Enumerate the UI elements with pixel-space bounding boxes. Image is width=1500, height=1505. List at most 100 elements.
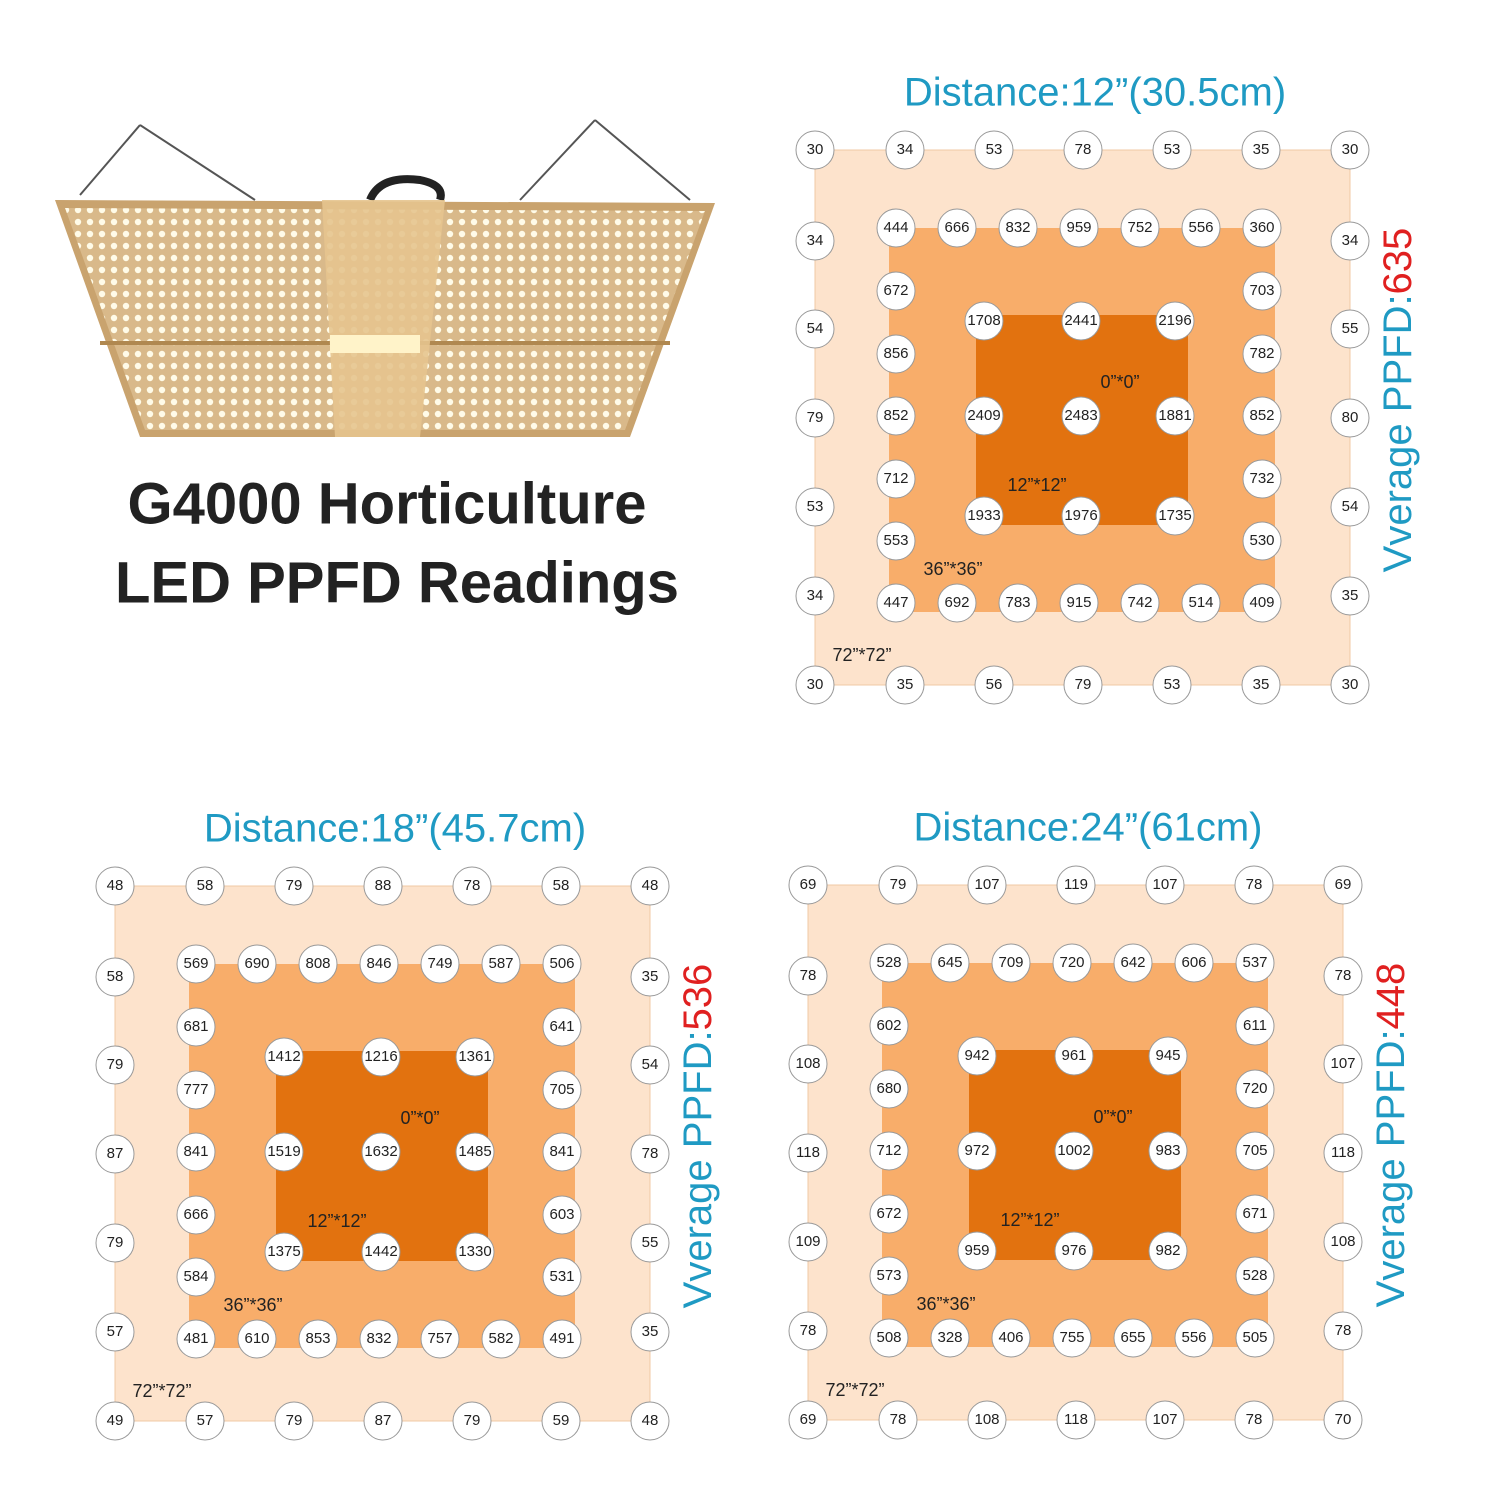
reading: 35 xyxy=(642,1323,659,1340)
reading-circle xyxy=(359,944,399,984)
reading: 79 xyxy=(286,877,303,894)
reading-circle xyxy=(176,1132,216,1172)
reading: 508 xyxy=(876,1329,901,1346)
reading-circle xyxy=(1052,943,1092,983)
average-value: 448 xyxy=(1369,963,1413,1030)
reading: 87 xyxy=(107,1145,124,1162)
reading: 34 xyxy=(807,232,824,249)
reading-circle xyxy=(264,1037,304,1077)
zone-label: 0”*0” xyxy=(1093,1107,1132,1127)
reading-circle xyxy=(237,944,277,984)
reading-circle xyxy=(630,1223,670,1263)
reading-circle xyxy=(1323,1400,1363,1440)
reading-circle xyxy=(1063,665,1103,705)
reading: 78 xyxy=(1335,967,1352,984)
reading-circle xyxy=(1323,1044,1363,1084)
reading-circle xyxy=(869,943,909,983)
reading: 78 xyxy=(800,967,817,984)
reading: 1412 xyxy=(267,1048,300,1065)
reading: 35 xyxy=(642,968,659,985)
reading-circle xyxy=(885,665,925,705)
reading-circle xyxy=(630,957,670,997)
distance-title: Distance:24”(61cm) xyxy=(913,806,1262,850)
reading: 610 xyxy=(244,1330,269,1347)
reading: 2483 xyxy=(1064,407,1097,424)
reading: 79 xyxy=(1075,676,1092,693)
reading-circle xyxy=(95,957,135,997)
reading: 537 xyxy=(1242,954,1267,971)
reading: 53 xyxy=(986,141,1003,158)
reading: 59 xyxy=(553,1412,570,1429)
reading-circle xyxy=(1242,334,1282,374)
distance-title: Distance:18”(45.7cm) xyxy=(204,807,586,851)
reading-circle xyxy=(1241,665,1281,705)
reading-circle xyxy=(176,1319,216,1359)
reading: 58 xyxy=(107,968,124,985)
reading: 1375 xyxy=(267,1243,300,1260)
reading-circle xyxy=(95,1134,135,1174)
reading: 528 xyxy=(876,954,901,971)
zone-label: 0”*0” xyxy=(1100,372,1139,392)
reading-circle xyxy=(1056,865,1096,905)
reading: 447 xyxy=(883,594,908,611)
reading-circle xyxy=(298,1319,338,1359)
reading-circle xyxy=(1155,496,1195,536)
reading: 712 xyxy=(876,1142,901,1159)
reading: 672 xyxy=(876,1205,901,1222)
reading: 70 xyxy=(1335,1411,1352,1428)
reading: 1002 xyxy=(1057,1142,1090,1159)
reading-circle xyxy=(876,521,916,561)
reading-circle xyxy=(1061,396,1101,436)
reading: 783 xyxy=(1005,594,1030,611)
reading: 602 xyxy=(876,1017,901,1034)
reading: 48 xyxy=(642,1412,659,1429)
reading-circle xyxy=(876,396,916,436)
reading: 757 xyxy=(427,1330,452,1347)
reading: 109 xyxy=(795,1233,820,1250)
reading: 832 xyxy=(1005,219,1030,236)
reading: 58 xyxy=(197,877,214,894)
reading-circle xyxy=(930,943,970,983)
reading-circle xyxy=(788,1222,828,1262)
reading: 54 xyxy=(642,1056,659,1073)
reading: 705 xyxy=(1242,1142,1267,1159)
reading: 703 xyxy=(1249,282,1274,299)
reading: 752 xyxy=(1127,219,1152,236)
reading-circle xyxy=(361,1232,401,1272)
reading: 852 xyxy=(1249,407,1274,424)
reading: 69 xyxy=(800,876,817,893)
reading-circle xyxy=(1235,1131,1275,1171)
reading: 666 xyxy=(944,219,969,236)
average-label: Vverage PPFD: xyxy=(676,1030,720,1308)
reading-circle xyxy=(542,1070,582,1110)
reading-circle xyxy=(1145,865,1185,905)
reading-circle xyxy=(1155,396,1195,436)
zone-label: 36”*36” xyxy=(223,1295,282,1315)
reading: 712 xyxy=(883,470,908,487)
reading: 972 xyxy=(964,1142,989,1159)
reading-circle xyxy=(361,1132,401,1172)
reading-circle xyxy=(1242,208,1282,248)
reading-circle xyxy=(264,1232,304,1272)
reading-circle xyxy=(1242,396,1282,436)
reading: 671 xyxy=(1242,1205,1267,1222)
reading: 107 xyxy=(1152,876,1177,893)
reading: 35 xyxy=(897,676,914,693)
reading: 553 xyxy=(883,532,908,549)
zone-label: 12”*12” xyxy=(1000,1210,1059,1230)
reading-circle xyxy=(1241,130,1281,170)
reading: 108 xyxy=(1330,1233,1355,1250)
reading: 53 xyxy=(1164,141,1181,158)
reading-circle xyxy=(869,1194,909,1234)
reading: 48 xyxy=(642,877,659,894)
reading-circle xyxy=(1174,943,1214,983)
reading-circle xyxy=(876,583,916,623)
zone-label: 12”*12” xyxy=(1007,475,1066,495)
reading-circle xyxy=(1061,301,1101,341)
reading-circle xyxy=(361,1037,401,1077)
reading: 78 xyxy=(1075,141,1092,158)
reading: 569 xyxy=(183,955,208,972)
reading-circle xyxy=(420,1319,460,1359)
reading: 54 xyxy=(807,320,824,337)
